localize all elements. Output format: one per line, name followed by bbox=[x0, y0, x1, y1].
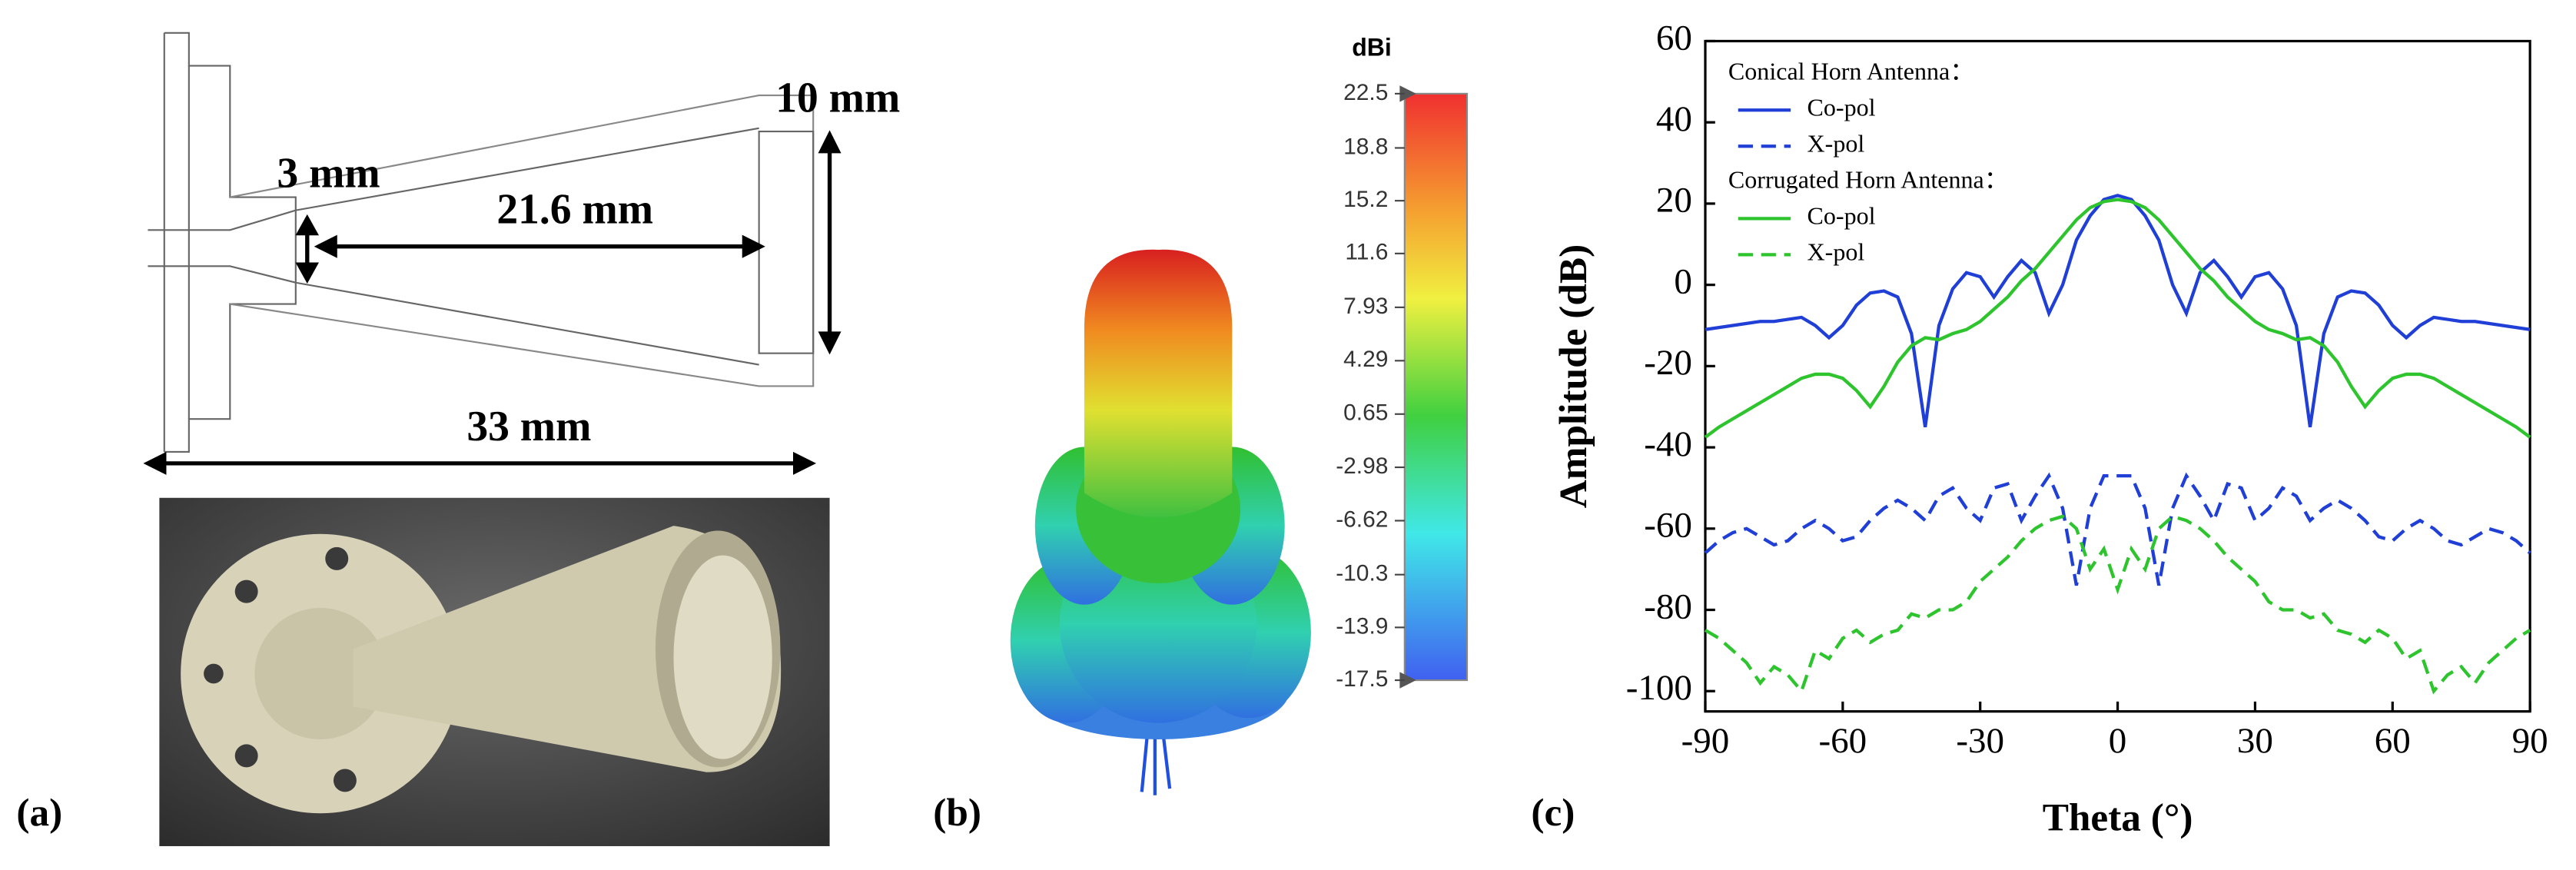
dimension-arrows bbox=[143, 130, 842, 475]
legend-heading: Corrugated Horn Antenna： bbox=[1728, 166, 2009, 194]
panel-label: (c) bbox=[1531, 791, 1575, 835]
dimension-label: 3 mm bbox=[277, 150, 380, 198]
x-tick-label: -90 bbox=[1681, 721, 1730, 761]
x-tick-label: -30 bbox=[1956, 721, 2004, 761]
y-tick-label: 20 bbox=[1656, 181, 1692, 221]
dimension-label: 10 mm bbox=[775, 74, 900, 121]
colorbar-tick-label: 0.65 bbox=[1343, 400, 1388, 426]
colorbar-tick-label: 15.2 bbox=[1343, 187, 1388, 212]
legend-label: X-pol bbox=[1808, 238, 1865, 266]
x-tick-label: -60 bbox=[1819, 721, 1867, 761]
colorbar-tick-label: -6.62 bbox=[1336, 506, 1388, 532]
colorbar-unit: dBi bbox=[1352, 34, 1392, 61]
y-tick-label: 60 bbox=[1656, 18, 1692, 58]
chart: -100 -80 -60 -40 -20 0 20 40 60 -90 -60 -30 0 30 60 90 T… bbox=[1552, 18, 2548, 839]
x-tick-label: 90 bbox=[2512, 721, 2548, 761]
x-tick-label: 60 bbox=[2375, 721, 2411, 761]
colorbar bbox=[1403, 92, 1469, 682]
dimension-label: 33 mm bbox=[466, 403, 591, 450]
dimension-labels: 10 mm 3 mm 21.6 mm 33 mm bbox=[277, 74, 900, 450]
y-tick-label: 0 bbox=[1674, 261, 1692, 301]
colorbar-tick-label: 18.8 bbox=[1343, 134, 1388, 159]
series-line bbox=[1704, 472, 2531, 586]
y-axis-label: Amplitude (dB) bbox=[1552, 244, 1595, 508]
x-tick-label: 30 bbox=[2237, 721, 2273, 761]
dimension-label: 21.6 mm bbox=[496, 186, 653, 234]
series-line bbox=[1704, 514, 2531, 695]
y-tick-label: -20 bbox=[1644, 343, 1692, 383]
colorbar-tick-label: -13.9 bbox=[1336, 613, 1388, 639]
horn-drawing bbox=[148, 32, 815, 453]
colorbar-tick-label: -17.5 bbox=[1336, 666, 1388, 692]
x-tick-label: 0 bbox=[2109, 721, 2127, 761]
legend-label: Co-pol bbox=[1808, 202, 1876, 230]
legend-label: Co-pol bbox=[1808, 94, 1876, 121]
colorbar-tick-label: 7.93 bbox=[1343, 294, 1388, 319]
radiation-pattern-3d bbox=[1010, 249, 1311, 795]
colorbar-tick-label: -10.3 bbox=[1336, 561, 1388, 586]
x-axis-label: Theta (°) bbox=[2043, 796, 2193, 840]
y-tick-label: -100 bbox=[1626, 668, 1692, 708]
colorbar-ticks: 22.5 18.8 15.2 11.6 7.93 4.29 0.65 -2.98 -6.62 -1… bbox=[1336, 80, 1405, 692]
colorbar-tick-label: 22.5 bbox=[1343, 80, 1388, 105]
legend-label: X-pol bbox=[1808, 130, 1865, 158]
legend-heading: Conical Horn Antenna： bbox=[1728, 58, 1974, 85]
series-line bbox=[1704, 198, 2531, 439]
y-tick-label: -40 bbox=[1644, 424, 1692, 464]
horn-photo bbox=[159, 497, 830, 846]
panel-label: (b) bbox=[933, 791, 981, 835]
colorbar-tick-label: 4.29 bbox=[1343, 347, 1388, 372]
y-tick-label: 40 bbox=[1656, 99, 1692, 139]
y-tick-label: -80 bbox=[1644, 586, 1692, 626]
series-line bbox=[1705, 194, 2531, 427]
colorbar-tick-label: 11.6 bbox=[1345, 240, 1388, 265]
panel-label: (a) bbox=[16, 791, 62, 835]
y-tick-label: -60 bbox=[1644, 506, 1692, 546]
colorbar-tick-label: -2.98 bbox=[1336, 453, 1388, 479]
